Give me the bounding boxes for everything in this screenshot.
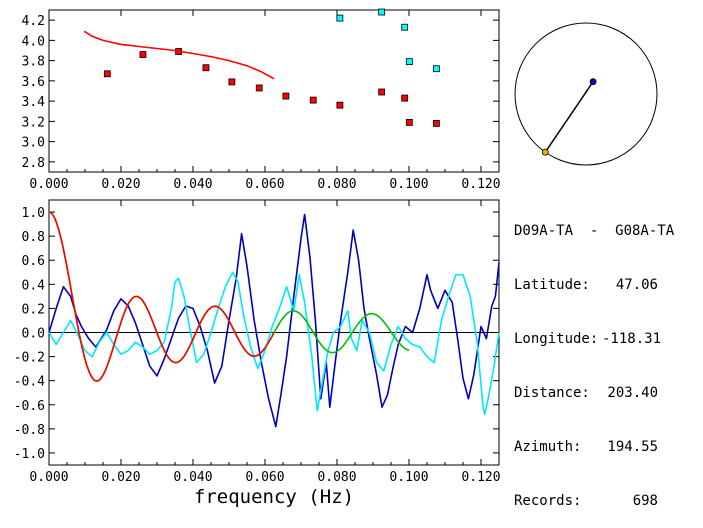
1-ytick-label: 0.6	[22, 254, 45, 269]
0-ytick-label: 3.0	[22, 136, 45, 151]
1-xtick-label: 0.100	[389, 470, 428, 485]
x-axis-label: frequency (Hz)	[194, 486, 354, 508]
0-frame	[48, 9, 500, 173]
phase-velocity-point	[255, 84, 263, 92]
0-ytick-label: 3.6	[22, 75, 45, 90]
correlation-series-3	[48, 211, 275, 382]
1-ytick-label: 1.0	[22, 206, 45, 221]
records-label: Records:	[514, 493, 582, 509]
1-xtick-label: 0.080	[317, 470, 356, 485]
0-ytick-label: 3.8	[22, 55, 45, 70]
azimuth-value: 194.55	[607, 439, 658, 455]
1-ytick-label: -0.4	[14, 375, 45, 390]
0-xtick-label: 0.060	[245, 177, 284, 192]
phase-velocity-point	[432, 120, 440, 127]
1-xtick-label: 0.120	[461, 470, 500, 485]
1-ytick-label: -0.6	[14, 399, 45, 414]
phase-velocity-point	[336, 14, 344, 22]
phase-velocity-plot: 0.000 0.020 0.040 0.060 0.080 0.100 0.120 2.8 3.…	[22, 8, 501, 192]
station-map	[514, 22, 658, 166]
phase-velocity-point	[405, 118, 413, 126]
1-ytick-label: 0.0	[22, 327, 45, 342]
correlation-series-0	[48, 213, 500, 428]
distance-value: 203.40	[607, 385, 658, 401]
1-xtick-label: 0.060	[245, 470, 284, 485]
1-xtick-label: 0.020	[101, 470, 140, 485]
phase-velocity-point	[378, 88, 386, 96]
correlation-plot: 0.000 0.020 0.040 0.060 0.080 0.100 0.120 1.0 0.…	[14, 199, 501, 508]
station-marker	[589, 78, 597, 86]
phase-velocity-point	[432, 65, 440, 73]
1-ytick-label: 0.4	[22, 278, 46, 293]
0-xtick-label: 0.120	[461, 177, 500, 192]
azimuth-label: Azimuth:	[514, 439, 582, 455]
0-ytick-label: 3.4	[22, 95, 46, 110]
0-ytick-label: 2.8	[22, 156, 45, 171]
phase-velocity-point	[405, 58, 413, 66]
1-ytick-label: 0.2	[22, 302, 45, 317]
0-xtick-label: 0.020	[101, 177, 140, 192]
0-ytick-label: 4.0	[22, 34, 45, 49]
latitude-label: Latitude:	[514, 277, 590, 293]
phase-velocity-point	[103, 70, 111, 78]
phase-velocity-point	[139, 51, 147, 58]
0-ytick-label: 3.2	[22, 115, 45, 130]
phase-velocity-point	[401, 23, 409, 31]
phase-velocity-point	[401, 94, 409, 102]
phase-velocity-curve	[83, 30, 275, 80]
0-xtick-label: 0.000	[29, 177, 68, 192]
0-xtick-label: 0.080	[317, 177, 356, 192]
station-pair: D09A-TA - G08A-TA	[514, 223, 675, 239]
1-ytick-label: 0.8	[22, 230, 45, 245]
correlation-series-1	[48, 271, 500, 416]
phase-velocity-point	[378, 8, 386, 16]
1-xtick-label: 0.000	[29, 470, 68, 485]
phase-velocity-point	[336, 101, 344, 109]
station-marker	[541, 148, 549, 156]
0-xtick-label: 0.040	[173, 177, 212, 192]
records-value: 698	[632, 493, 658, 509]
longitude-label: Longitude:	[514, 331, 599, 347]
0-xtick-label: 0.100	[389, 177, 428, 192]
map-outline	[514, 22, 658, 166]
station-info-panel: D09A-TA - G08A-TA Latitude: 47.06 Longitu…	[514, 186, 674, 528]
phase-velocity-point	[282, 92, 290, 100]
1-ytick-label: -0.8	[14, 423, 45, 438]
0-ytick-label: 4.2	[22, 14, 45, 29]
1-ytick-label: -1.0	[14, 447, 45, 462]
phase-velocity-point	[202, 64, 210, 72]
distance-label: Distance:	[514, 385, 590, 401]
station-path	[544, 81, 594, 153]
latitude-value: 47.06	[615, 277, 658, 293]
longitude-value: -118.31	[602, 331, 662, 347]
1-xtick-label: 0.040	[173, 470, 212, 485]
1-ytick-label: -0.2	[14, 351, 45, 366]
phase-velocity-point	[228, 78, 236, 86]
phase-velocity-point	[309, 96, 317, 104]
